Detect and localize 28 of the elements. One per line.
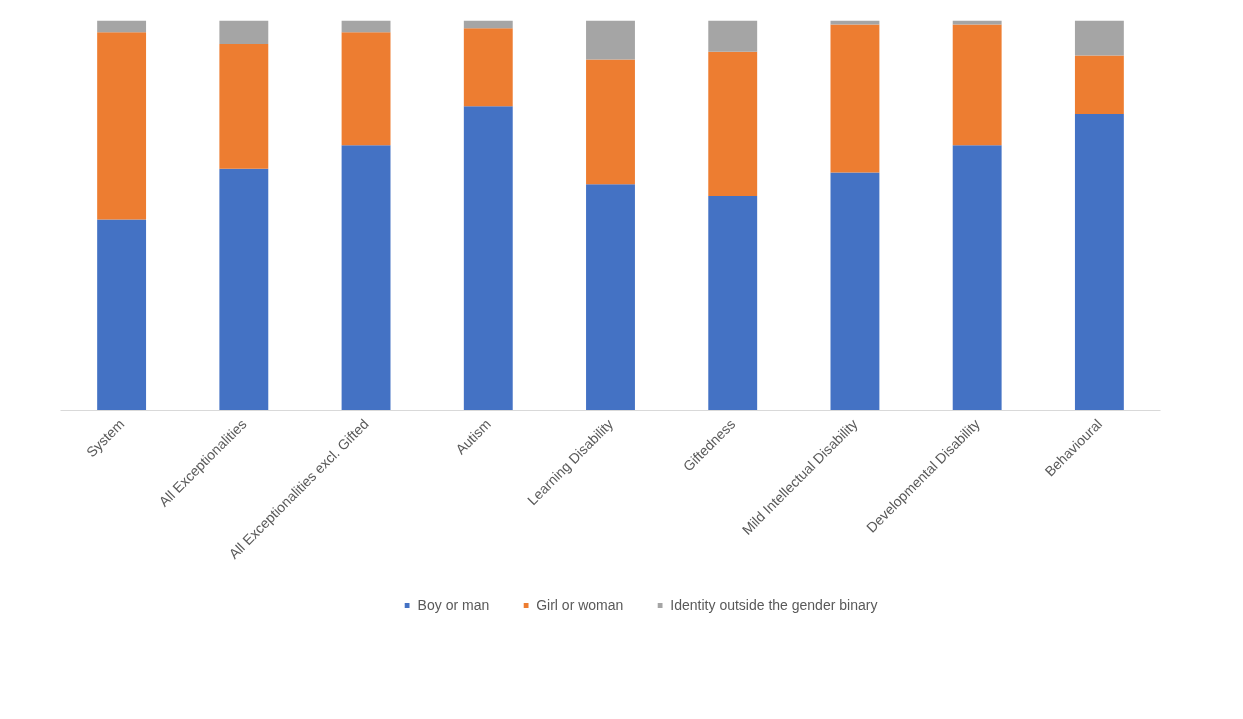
bar <box>830 24 880 173</box>
bar <box>830 172 880 411</box>
bar <box>586 20 635 60</box>
bar <box>1074 114 1124 411</box>
bar <box>219 43 269 169</box>
bar <box>97 219 147 411</box>
bar <box>341 32 391 146</box>
bar <box>586 59 635 185</box>
bar <box>463 106 513 411</box>
bar <box>97 32 147 220</box>
bar <box>708 196 758 411</box>
bar <box>97 20 147 33</box>
bar <box>708 51 758 196</box>
legend-label: Boy or man <box>417 597 490 613</box>
bar <box>219 20 269 44</box>
bar <box>1074 20 1124 56</box>
bar <box>1074 55 1124 115</box>
bar <box>463 20 513 29</box>
bar <box>219 168 269 411</box>
bar <box>708 20 758 52</box>
bar <box>463 28 513 107</box>
bar <box>586 184 635 411</box>
legend-label: Identity outside the gender binary <box>670 597 878 613</box>
bar <box>952 24 1002 146</box>
legend-label: Girl or woman <box>536 597 624 613</box>
bar <box>952 145 1002 411</box>
bar <box>341 145 391 411</box>
bar <box>341 20 391 33</box>
